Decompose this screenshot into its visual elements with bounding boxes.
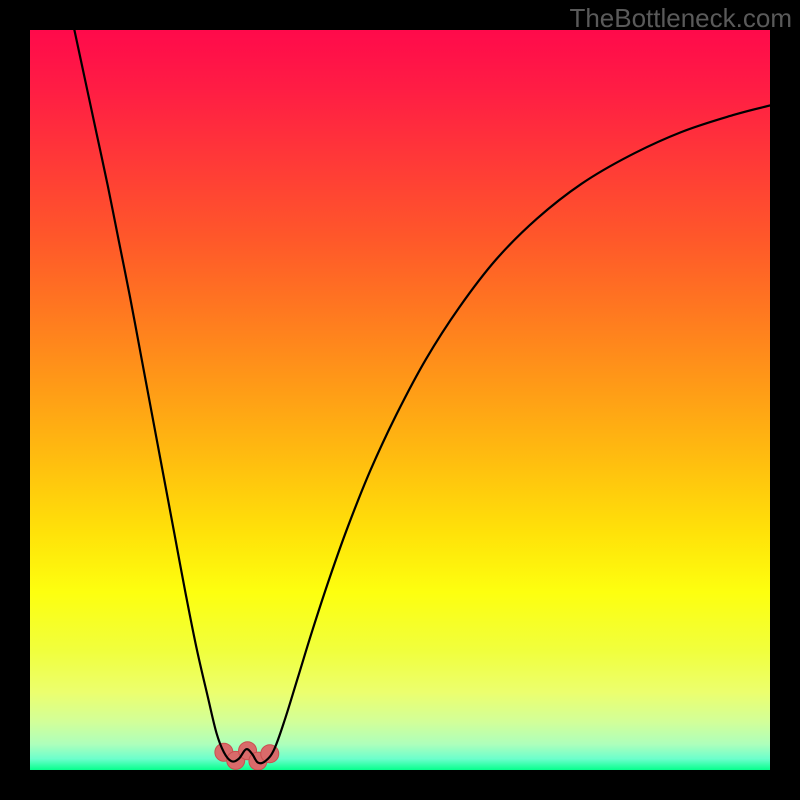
watermark-text: TheBottleneck.com [569, 3, 792, 34]
curve-overlay-svg [30, 30, 770, 770]
bottleneck-curve [74, 30, 770, 763]
chart-container: TheBottleneck.com [0, 0, 800, 800]
plot-area [30, 30, 770, 770]
